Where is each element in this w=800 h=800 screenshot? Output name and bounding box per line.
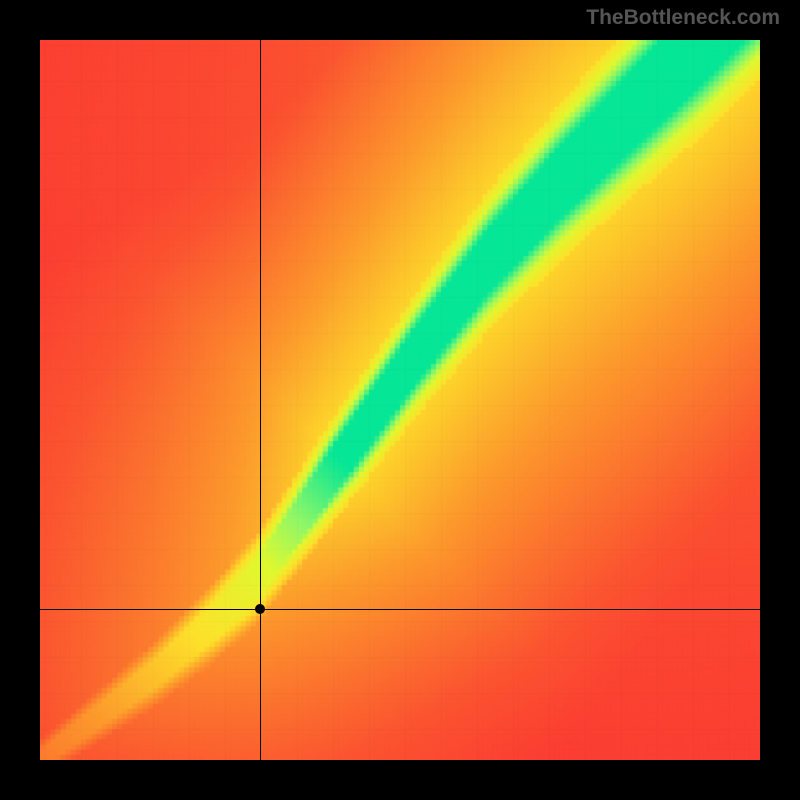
plot-area	[40, 40, 760, 760]
chart-container: TheBottleneck.com	[0, 0, 800, 800]
crosshair-vertical	[260, 40, 261, 760]
watermark-text: TheBottleneck.com	[586, 6, 780, 30]
heatmap-canvas	[40, 40, 760, 760]
bottleneck-marker	[255, 604, 265, 614]
crosshair-horizontal	[40, 609, 760, 610]
